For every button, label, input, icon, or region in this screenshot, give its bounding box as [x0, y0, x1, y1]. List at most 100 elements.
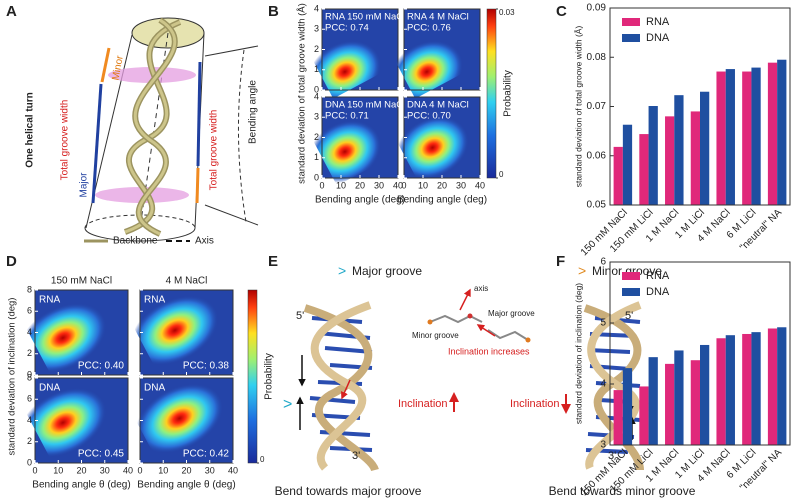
y-tick-label: 0.08	[587, 52, 607, 63]
panel-label: D	[6, 253, 17, 270]
subplot-title: DNA 4 M NaCl	[407, 100, 469, 111]
y-tick-label: 0.06	[587, 150, 607, 161]
bar	[716, 71, 726, 205]
y-tick-label: 8	[27, 284, 32, 294]
y-tick-label: 0	[27, 369, 32, 379]
x-tick-label: 40	[123, 465, 133, 475]
subplot-annotation: PCC: 0.70	[407, 111, 451, 122]
legend-swatch	[622, 34, 640, 42]
x-tick-label: 40	[475, 180, 485, 190]
legend-label: RNA	[646, 270, 670, 282]
y-tick-label: 4	[27, 415, 32, 425]
y-tick-label: 3	[314, 112, 319, 122]
groove-mark: >	[283, 396, 292, 413]
density-blob	[131, 295, 219, 366]
subplot-title: RNA	[39, 295, 60, 306]
bar	[742, 71, 752, 205]
bar	[674, 95, 684, 205]
y-tick-label: 0	[314, 172, 319, 182]
column-title: 150 mM NaCl	[51, 276, 112, 287]
colorbar-tick-label: 0	[499, 170, 504, 179]
panel-label: F	[556, 253, 565, 270]
subplot-annotation: PCC: 0.76	[407, 23, 451, 34]
x-tick-label: 40	[393, 180, 403, 190]
bar	[665, 116, 675, 205]
y-tick-label: 2	[27, 436, 32, 446]
x-tick-label: 10	[336, 180, 346, 190]
y-tick-label: 3	[600, 440, 606, 451]
column-title: 4 M NaCl	[166, 276, 208, 287]
colorbar-label: Probability	[264, 353, 275, 400]
diagram-label: Inclination	[398, 398, 448, 410]
colorbar-label: Probability	[503, 70, 514, 117]
strand-end: 3'	[608, 450, 616, 462]
diagram-caption: Bend towards major groove	[275, 484, 422, 498]
bar	[613, 146, 623, 205]
bar	[725, 335, 735, 445]
y-tick-label: 4	[314, 3, 319, 13]
subplot-title: RNA 150 mM NaCl	[325, 12, 405, 23]
subplot-annotation: PCC: 0.74	[325, 23, 369, 34]
diagram-label: Major groove	[352, 264, 422, 278]
x-tick-label: 30	[205, 465, 215, 475]
diagram-label: Bending angle	[248, 80, 259, 144]
y-tick-label: 8	[27, 372, 32, 382]
bar	[751, 67, 761, 205]
y-tick-label: 6	[27, 394, 32, 404]
subplot-annotation: PCC: 0.38	[183, 361, 230, 372]
diagram-label: Total groove width	[60, 100, 71, 181]
x-tick-label: 0	[32, 465, 37, 475]
bar	[639, 386, 649, 445]
x-tick-label: 0	[401, 180, 406, 190]
y-tick-label: 4	[27, 327, 32, 337]
x-axis-label: Bending angle (deg)	[315, 195, 405, 206]
subplot-annotation: PCC: 0.42	[183, 449, 230, 460]
x-tick-label: 30	[456, 180, 466, 190]
dna-diagram	[296, 288, 646, 472]
bar	[742, 333, 752, 445]
subplot-title: RNA	[144, 295, 165, 306]
plot-frame	[609, 261, 791, 446]
diagram-label: Minor	[111, 54, 126, 81]
colorbar-tick-label: 0.03	[499, 8, 515, 17]
bar	[700, 91, 710, 205]
panel-label: E	[268, 253, 278, 270]
subplot-annotation: PCC: 0.40	[78, 361, 125, 372]
x-tick-label: 30	[100, 465, 110, 475]
diagram-label: Inclination increases	[448, 346, 530, 356]
legend-swatch	[622, 272, 640, 280]
y-axis-label: standard deviation of total groove width…	[297, 3, 308, 184]
diagram-label: Minor groove	[412, 331, 459, 340]
bar	[700, 344, 710, 445]
helix-diagram	[84, 17, 259, 243]
x-tick-label: 30	[374, 180, 384, 190]
colorbar	[247, 289, 258, 464]
y-tick-label: 1	[314, 152, 319, 162]
y-tick-label: 1	[314, 64, 319, 74]
subplot-title: RNA 4 M NaCl	[407, 12, 469, 23]
subplot-annotation: PCC: 0.45	[78, 449, 125, 460]
density-blob	[19, 303, 107, 373]
x-axis-label: Bending angle θ (deg)	[32, 480, 130, 491]
y-tick-label: 2	[314, 44, 319, 54]
bar	[665, 363, 675, 445]
subplot-title: DNA	[144, 383, 165, 394]
diagram-label: Major	[79, 172, 90, 198]
panel-label: C	[556, 3, 567, 20]
bar	[690, 111, 700, 205]
legend-swatch	[622, 288, 640, 296]
groove-mark: >	[578, 263, 586, 279]
colorbar-tick-label: 0	[260, 455, 265, 464]
bar	[648, 357, 658, 445]
x-tick-label: 10	[418, 180, 428, 190]
legend-label: DNA	[646, 32, 670, 44]
y-tick-label: 0	[314, 84, 319, 94]
diagram-label: Total groove width	[209, 110, 220, 191]
subplot-title: DNA	[39, 383, 60, 394]
x-tick-label: 10	[158, 465, 168, 475]
diagram-label: One helical turn	[25, 92, 36, 168]
diagram-caption: Bend towards minor groove	[549, 484, 696, 498]
strand-end: 5'	[625, 310, 633, 322]
bar	[725, 69, 735, 205]
